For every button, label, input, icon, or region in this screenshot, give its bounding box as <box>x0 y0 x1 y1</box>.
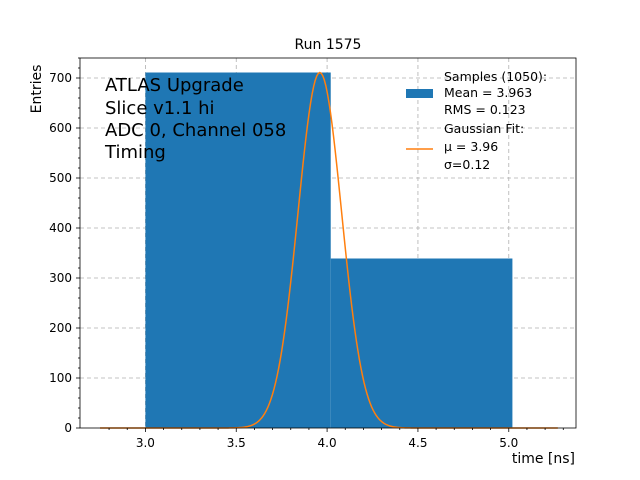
histogram-bar <box>330 258 513 428</box>
y-tick-label: 100 <box>49 371 72 385</box>
x-tick-label: 4.0 <box>318 436 337 450</box>
y-tick-label: 700 <box>49 71 72 85</box>
legend: Samples (1050): Mean = 3.963 RMS = 0.123… <box>406 69 547 172</box>
annotation-text: ATLAS Upgrade Slice v1.1 hi ADC 0, Chann… <box>104 75 286 163</box>
legend-fit-sigma: σ=0.12 <box>444 157 490 172</box>
legend-samples-mean: Mean = 3.963 <box>444 85 532 100</box>
legend-fit-title: Gaussian Fit: <box>444 121 524 136</box>
legend-samples-rms: RMS = 0.123 <box>444 102 526 117</box>
histogram-bar <box>145 72 331 428</box>
plot-frame <box>79 57 577 429</box>
x-tick-label: 3.0 <box>136 436 155 450</box>
annotation-line-4: Timing <box>104 142 166 163</box>
y-tick-label: 300 <box>49 271 72 285</box>
x-axis-label: time [ns] <box>512 451 575 467</box>
annotation-line-1: ATLAS Upgrade <box>105 75 244 96</box>
x-tick-label: 5.0 <box>499 436 518 450</box>
histogram-bars <box>145 72 513 428</box>
y-tick-label: 200 <box>49 321 72 335</box>
chart-title: Run 1575 <box>295 37 362 53</box>
y-tick-label: 500 <box>49 171 72 185</box>
annotation-line-3: ADC 0, Channel 058 <box>105 120 286 141</box>
y-tick-label: 600 <box>49 121 72 135</box>
y-axis-label: Entries <box>29 65 45 114</box>
legend-fit-mu: μ = 3.96 <box>444 139 498 154</box>
x-tick-label: 4.5 <box>408 436 427 450</box>
legend-samples-title: Samples (1050): <box>444 69 547 84</box>
y-tick-label: 400 <box>49 221 72 235</box>
legend-samples-swatch <box>406 89 433 98</box>
annotation-line-2: Slice v1.1 hi <box>105 98 215 119</box>
x-tick-label: 3.5 <box>227 436 246 450</box>
ticks-layer: 3.0 3.5 4.0 4.5 5.0 0 100 200 300 400 500 600 700 <box>49 57 564 450</box>
y-tick-label: 0 <box>64 421 72 435</box>
